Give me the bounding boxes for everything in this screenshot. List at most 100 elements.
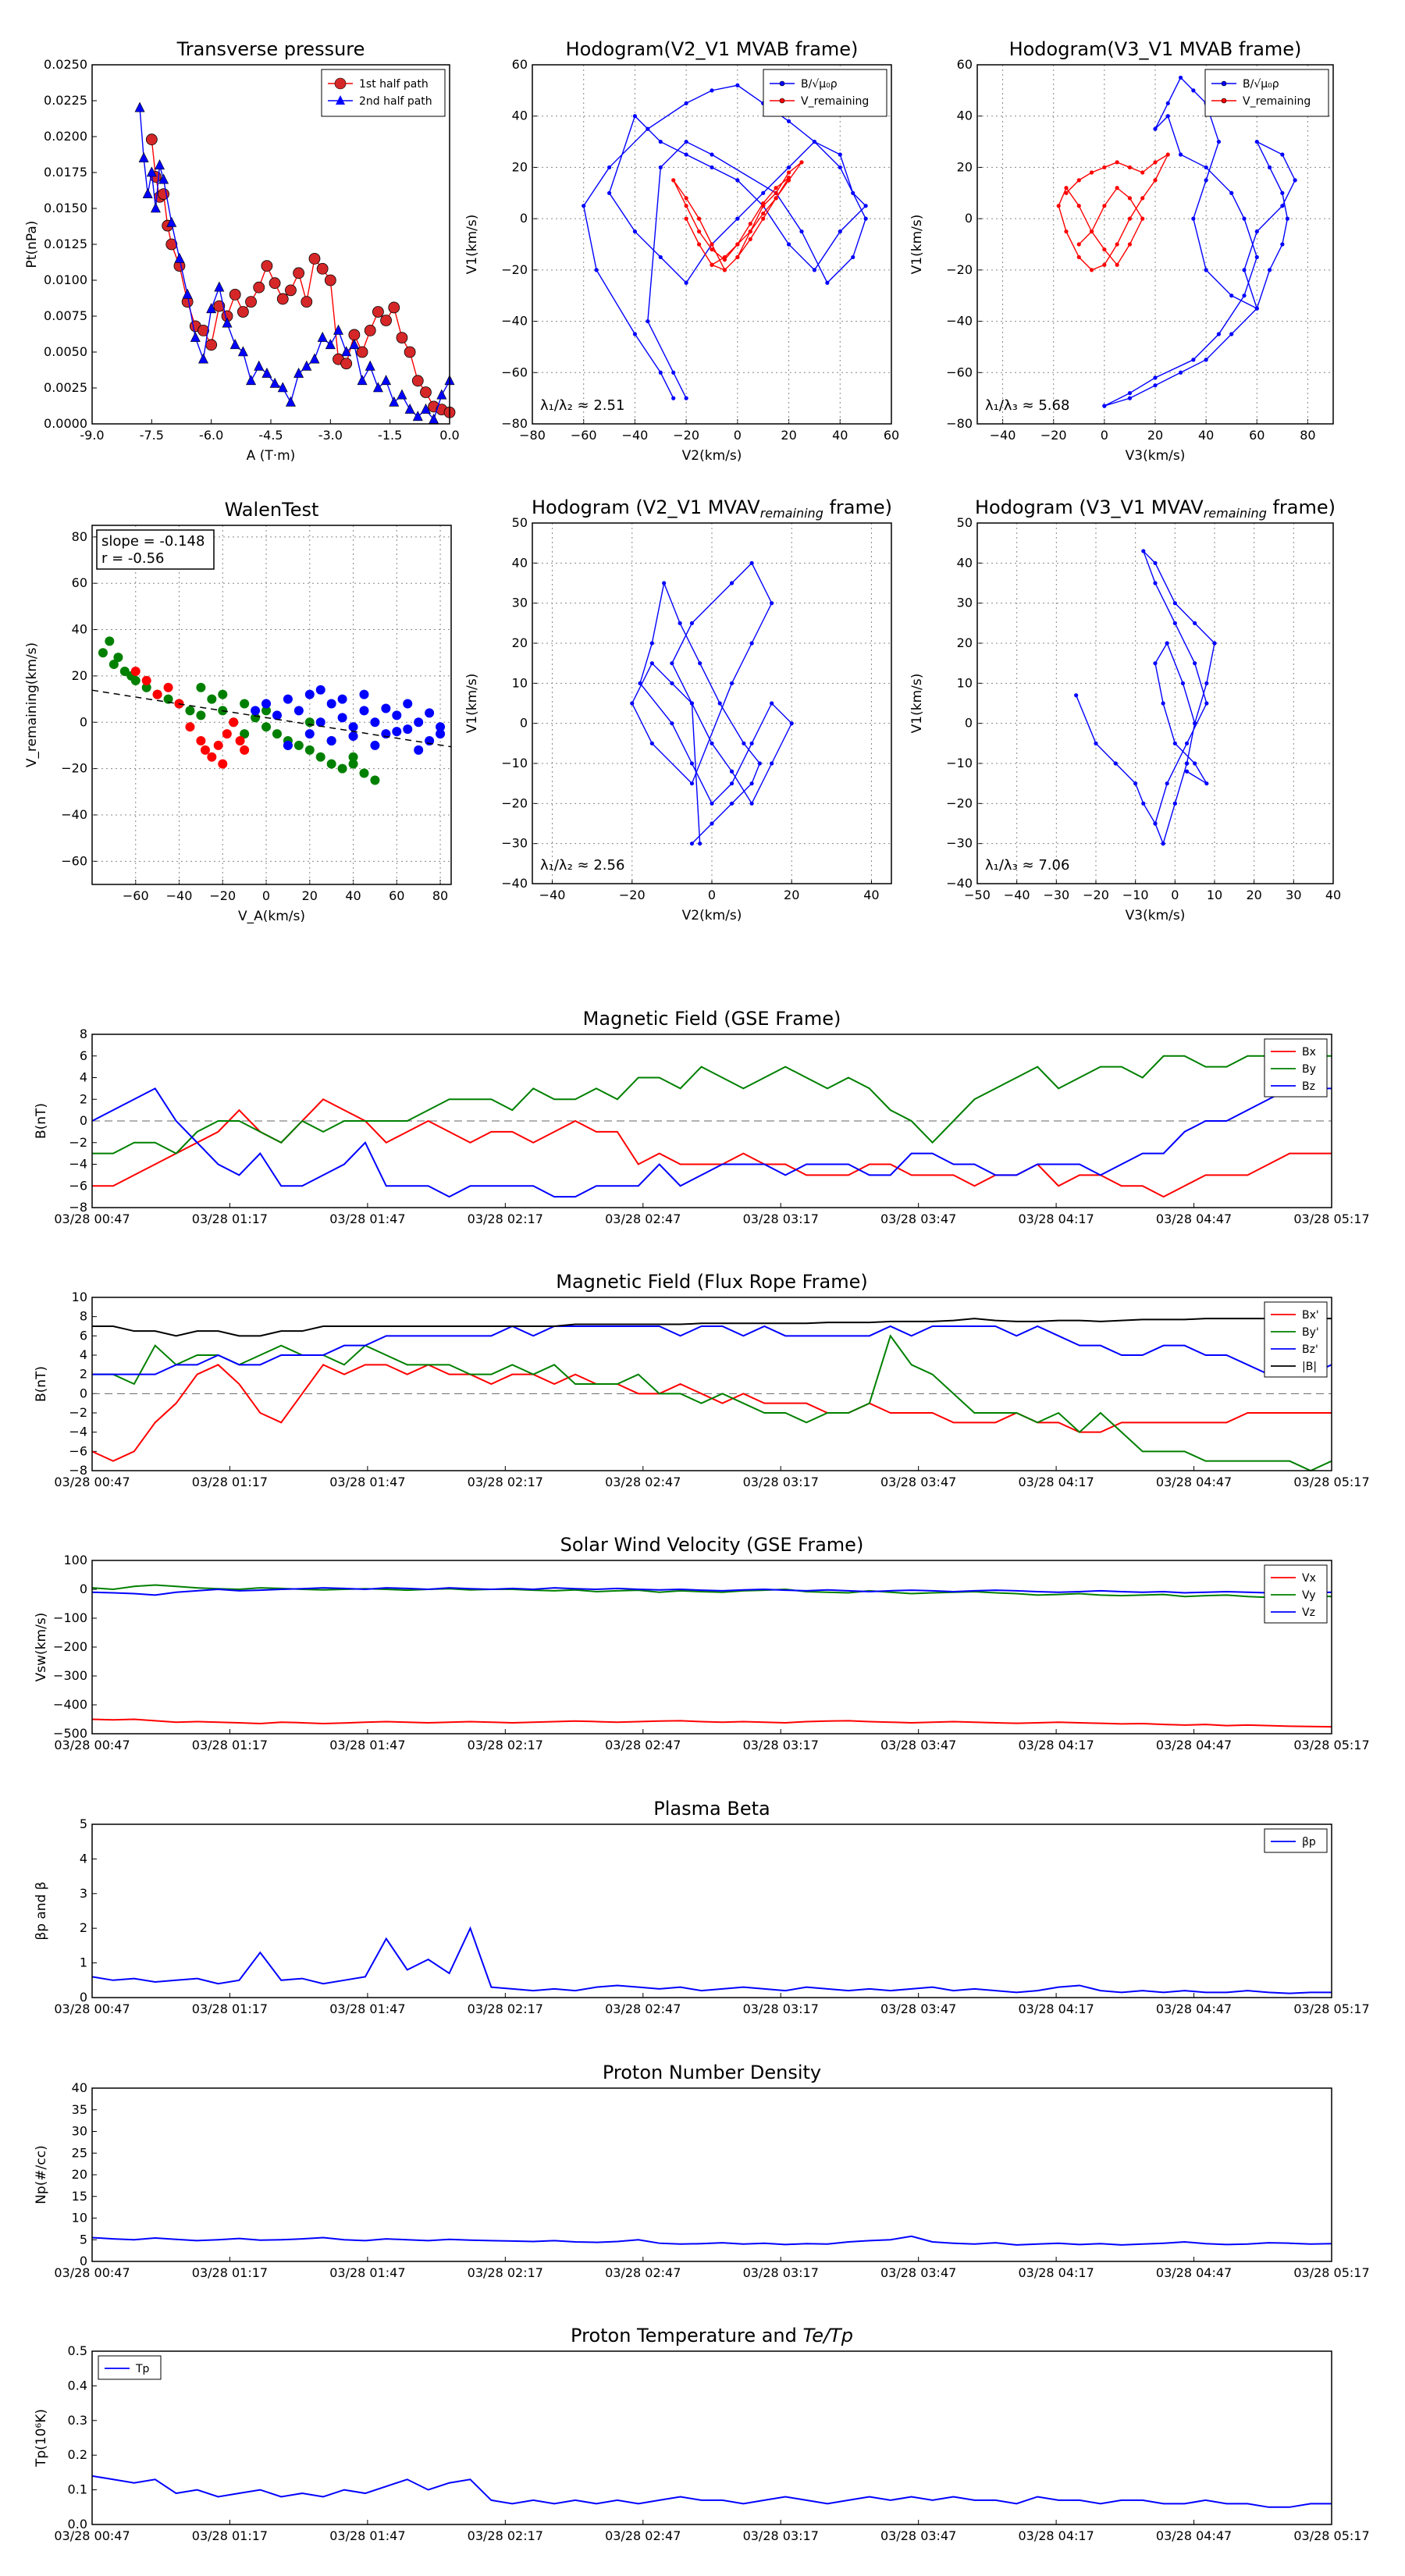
- data-point: [649, 741, 654, 745]
- y-tick-label: 60: [512, 57, 528, 72]
- x-axis-label: V_A(km/s): [238, 909, 305, 924]
- data-point: [380, 315, 392, 326]
- plot-frame: [976, 64, 1334, 425]
- x-tick-label: 03/28 04:17: [1018, 2265, 1094, 2280]
- data-point: [1193, 661, 1197, 666]
- data-point: [348, 759, 358, 769]
- plot-frame: [91, 1823, 1332, 1998]
- plot-frame: [91, 64, 450, 425]
- data-point: [269, 377, 280, 388]
- y-tick-label: 20: [512, 635, 528, 650]
- chart-plasma-beta: Plasma Beta 0 1 2 3 4 5 03/28 00:47 03/28 01:17 0…: [34, 1798, 1370, 2016]
- y-tick-label: −40: [946, 876, 973, 891]
- data-point: [1140, 170, 1145, 175]
- x-tick-label: 03/28 03:17: [743, 1475, 819, 1489]
- data-point: [1191, 88, 1196, 93]
- x-tick-label: 30: [1286, 888, 1301, 902]
- series-line: [582, 84, 867, 399]
- data-point: [359, 689, 369, 699]
- y-tick-label: 0: [80, 714, 87, 729]
- data-point: [326, 736, 336, 745]
- data-point: [245, 296, 257, 308]
- data-point: [1113, 761, 1118, 766]
- x-tick-label: 40: [1325, 888, 1341, 902]
- legend-label: By: [1302, 1063, 1316, 1076]
- x-tick-label: 03/28 01:17: [192, 2001, 268, 2016]
- data-point: [1204, 358, 1208, 362]
- data-point: [658, 370, 663, 375]
- x-tick-label: 03/28 02:17: [468, 1738, 543, 1752]
- x-tick-label: −60: [123, 888, 149, 903]
- data-point: [630, 701, 635, 706]
- y-tick-label: 20: [72, 2167, 87, 2182]
- data-point: [150, 202, 161, 213]
- data-point: [316, 262, 329, 275]
- data-point: [851, 190, 855, 195]
- y-tick-label: −60: [946, 365, 973, 379]
- data-point: [812, 268, 817, 272]
- data-point: [710, 262, 714, 267]
- chart-title: Solar Wind Velocity (GSE Frame): [560, 1534, 864, 1556]
- x-tick-label: 20: [1246, 888, 1261, 902]
- y-tick-label: 0.5: [68, 2343, 87, 2358]
- y-tick-label: −10: [946, 756, 973, 770]
- y-axis-label: B(nT): [34, 1103, 49, 1139]
- data-point: [315, 685, 325, 695]
- x-tick-label: 03/28 05:17: [1293, 2528, 1369, 2543]
- y-tick-label: 0.3: [68, 2413, 87, 2428]
- chart-solar-wind-velocity: Solar Wind Velocity (GSE Frame) −500 −400 −…: [34, 1534, 1370, 1752]
- y-tick-label: −2: [69, 1135, 87, 1150]
- data-point: [272, 729, 282, 739]
- series-line: [91, 1587, 1332, 1596]
- y-tick-label: −2: [69, 1405, 87, 1420]
- x-tick-label: -9.0: [80, 428, 104, 443]
- data-point: [710, 242, 714, 247]
- x-tick-label: −10: [1122, 888, 1149, 902]
- x-axis-label: V2(km/s): [682, 908, 742, 923]
- x-tick-label: 03/28 03:17: [743, 2528, 819, 2543]
- plot-frame: [91, 1297, 1332, 1471]
- y-tick-label: −40: [946, 314, 973, 329]
- x-tick-label: 03/28 00:47: [54, 1212, 130, 1226]
- y-tick-label: 0.0150: [44, 201, 87, 215]
- y-tick-label: −500: [53, 1726, 87, 1741]
- chart-title: Hodogram(V3_V1 MVAB frame): [1009, 38, 1302, 60]
- data-point: [1172, 621, 1177, 625]
- data-point: [649, 641, 654, 646]
- data-point: [436, 389, 447, 400]
- data-point: [749, 801, 754, 806]
- chart-magnetic-field-flux-rope: Magnetic Field (Flux Rope Frame) −8 −6 −4 −2…: [34, 1271, 1370, 1489]
- x-tick-label: −40: [166, 888, 193, 903]
- data-point: [770, 601, 774, 606]
- x-tick-label: 03/28 01:17: [192, 1212, 268, 1226]
- legend-label: B/√μ₀ρ: [1243, 78, 1279, 91]
- data-point: [684, 139, 688, 144]
- data-point: [761, 216, 766, 221]
- data-point: [370, 740, 380, 750]
- data-point: [348, 731, 358, 742]
- data-point: [1285, 216, 1289, 221]
- data-point: [1212, 641, 1217, 646]
- data-point: [326, 699, 336, 709]
- y-axis-label: Pt(nPa): [24, 221, 40, 269]
- data-point: [749, 741, 754, 745]
- data-point: [799, 160, 804, 165]
- data-point: [678, 621, 682, 625]
- x-axis-label: V2(km/s): [682, 448, 742, 464]
- data-point: [1153, 581, 1158, 585]
- series-line: [92, 1334, 1332, 1472]
- x-tick-label: 80: [432, 888, 448, 903]
- data-point: [689, 781, 695, 786]
- data-point: [710, 165, 714, 170]
- y-tick-label: 0: [80, 1990, 87, 2005]
- data-point: [671, 370, 676, 375]
- x-tick-label: 03/28 02:17: [468, 2001, 543, 2016]
- y-tick-label: 30: [957, 596, 973, 610]
- data-point: [786, 165, 791, 170]
- data-point: [138, 151, 149, 162]
- data-point: [337, 694, 347, 704]
- data-point: [364, 324, 376, 336]
- y-tick-label: 0: [965, 716, 973, 731]
- data-point: [337, 713, 347, 723]
- x-axis-label: V3(km/s): [1126, 908, 1186, 923]
